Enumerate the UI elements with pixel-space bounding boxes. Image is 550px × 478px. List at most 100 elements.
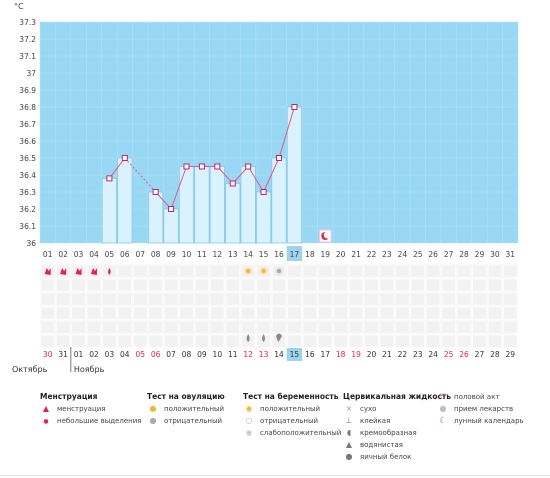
symptom-cell [40, 292, 55, 306]
symptom-cell [241, 306, 256, 320]
calendar-date: 13 [259, 350, 269, 359]
drop-icon [75, 268, 82, 275]
symptom-cell [133, 306, 148, 320]
temperature-bar [240, 166, 256, 244]
symptom-cell [287, 320, 302, 334]
cycle-day-number: 24 [398, 250, 408, 259]
symptom-cell [503, 334, 518, 348]
symptom-cell [179, 278, 194, 292]
drop-icon [44, 268, 51, 275]
temperature-line-segment [170, 166, 187, 210]
symptom-cell [179, 334, 194, 348]
symptom-cell [210, 292, 225, 306]
temperature-point [229, 180, 236, 187]
y-tick-label: 36.2 [19, 205, 36, 214]
watery-icon [246, 334, 250, 342]
symptom-cell [164, 320, 179, 334]
symptom-cell [87, 306, 101, 320]
symptom-cell [40, 320, 55, 334]
symptom-cell [410, 264, 425, 278]
symptom-cell [241, 278, 256, 292]
symptom-cell [410, 320, 425, 334]
symptom-cell [472, 306, 487, 320]
temperature-bar [194, 166, 210, 244]
symptom-cell [487, 278, 502, 292]
symptom-cell [164, 306, 179, 320]
dry-icon: × [345, 404, 353, 413]
creamy-icon [276, 333, 282, 342]
temperature-line-segment [247, 166, 265, 193]
today-date-highlight [286, 346, 303, 361]
temperature-chart: °C 37.3 37.2 37.1 37 36.9 36.8 36.7 36.6 36.5 36.… [12, 2, 519, 374]
y-tick-label: 37.2 [19, 35, 36, 44]
calendar-date: 06 [151, 350, 161, 359]
symptom-cell [102, 334, 117, 348]
symptom-cell [179, 292, 194, 306]
temperature-point [106, 175, 113, 182]
symptom-cell [318, 320, 333, 334]
symptom-cell [225, 306, 240, 320]
temperature-bar [225, 183, 241, 244]
calendar-date: 20 [367, 350, 377, 359]
legend-item: ◉ положительный [243, 403, 341, 415]
watery-icon [262, 334, 266, 342]
cycle-day-number: 13 [228, 250, 238, 259]
cycle-day-number: 12 [213, 250, 223, 259]
temperature-bar [163, 208, 179, 244]
cycle-day-number: 16 [274, 250, 284, 259]
symptom-cell [40, 306, 55, 320]
legend-item: ☾ лунный календарь [437, 415, 523, 427]
symptom-cell [410, 306, 425, 320]
cycle-day-number: 04 [89, 250, 99, 259]
temperature-point [276, 155, 282, 161]
temperature-line-segment [278, 106, 295, 159]
symptom-cell [441, 264, 456, 278]
symptom-cell [87, 334, 101, 348]
cycle-day-number: 31 [506, 250, 516, 259]
calendar-date: 29 [506, 350, 516, 359]
legend-pregnancy: Тест на беременность ◉ положительный ○ отр… [243, 391, 341, 439]
symptom-cell [379, 334, 394, 348]
symptom-cell [426, 334, 441, 348]
symptom-cell [487, 264, 502, 278]
symptom-cell [179, 320, 194, 334]
symptom-cell [364, 278, 379, 292]
symptom-cell [395, 264, 410, 278]
calendar-date: 04 [120, 350, 130, 359]
negative-pregnancy-icon: ○ [245, 416, 253, 425]
symptom-cell [225, 264, 240, 278]
drop-icon [90, 268, 97, 275]
legend-item: ● небольшие выделения [40, 415, 141, 427]
temperature-point [245, 163, 252, 170]
temperature-bar [117, 157, 133, 244]
legend-item: ◉ слабоположительный [243, 427, 342, 439]
small-drop-icon: ● [43, 418, 49, 425]
symptom-cell [225, 320, 240, 334]
symptom-cell [426, 306, 441, 320]
symptom-cell [272, 292, 286, 306]
symptom-cell [256, 278, 271, 292]
legend-item: ◖ кремообразная [343, 427, 451, 439]
symptom-cell [56, 306, 71, 320]
symptom-cell [179, 264, 194, 278]
temperature-bar [178, 166, 195, 244]
legend-item: ● яичный белок [343, 451, 451, 463]
cycle-day-number: 14 [243, 250, 253, 259]
symptom-cell [487, 306, 502, 320]
symptom-cell [503, 306, 518, 320]
symptom-cell [71, 320, 86, 334]
symptom-cell [333, 334, 348, 348]
symptom-cell [318, 278, 333, 292]
temperature-point [183, 163, 190, 170]
calendar-date: 22 [398, 350, 408, 359]
sticky-icon: ⊥ [345, 416, 353, 425]
creamy-icon: ◖ [346, 428, 352, 437]
temperature-points [106, 104, 298, 212]
drop-icon: ▲ [42, 404, 50, 413]
y-tick-label: 36.5 [19, 154, 36, 163]
symptom-cell [302, 306, 317, 320]
symptom-cell [133, 278, 148, 292]
calendar-date: 25 [444, 350, 454, 359]
symptom-cell [194, 278, 209, 292]
symptom-cell [302, 320, 317, 334]
